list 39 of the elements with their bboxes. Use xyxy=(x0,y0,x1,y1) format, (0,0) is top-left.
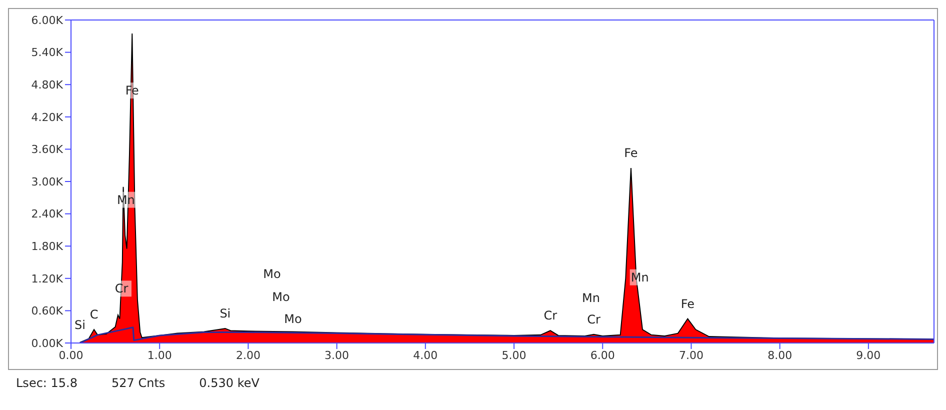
x-tick-label: 6.00 xyxy=(590,348,615,362)
x-tick-label: 7.00 xyxy=(678,348,704,362)
y-tick-label: 0.60K xyxy=(31,304,64,318)
annotation: Cr xyxy=(544,308,558,323)
x-tick-label: 9.00 xyxy=(856,348,881,362)
annotation: Mn xyxy=(582,291,600,305)
y-tick-label: 3.60K xyxy=(31,143,64,156)
y-tick-label: 1.20K xyxy=(31,272,64,286)
text: 0.530 keV xyxy=(199,376,260,390)
y-tick-label: 6.00K xyxy=(31,14,64,27)
y-tick-label: 3.00K xyxy=(31,175,64,188)
annotation: Fe xyxy=(624,146,638,160)
annotation: Mn xyxy=(116,192,135,207)
annotation: Mn xyxy=(630,270,649,284)
annotation: Fe xyxy=(125,84,139,98)
annotation: Si xyxy=(220,306,231,320)
y-tick-label: 0.00K xyxy=(31,336,64,350)
annotation: Mo xyxy=(272,290,290,304)
y-tick-label: 4.20K xyxy=(31,110,64,124)
annotation: Cr xyxy=(114,282,128,296)
y-tick-label: 1.80K xyxy=(31,240,64,254)
y-tick-label: 5.40K xyxy=(31,46,64,60)
x-tick-label: 3.00 xyxy=(324,348,350,362)
annotation: Mo xyxy=(263,267,281,281)
text: Lsec: 15.8 xyxy=(16,376,78,390)
annotation: Si xyxy=(74,318,86,332)
x-tick-label: 1.00 xyxy=(147,348,172,362)
annotation: Fe xyxy=(680,296,694,311)
x-tick-label: 4.00 xyxy=(413,348,438,362)
text: 527 Cnts xyxy=(112,376,166,390)
x-tick-label: 5.00 xyxy=(502,348,526,362)
x-tick-label: 8.00 xyxy=(768,348,792,362)
y-tick-label: 4.80K xyxy=(31,78,64,92)
annotation: C xyxy=(90,308,98,322)
annotation: Cr xyxy=(587,312,600,326)
x-tick-label: 2.00 xyxy=(236,348,260,362)
x-tick-label: 0.00 xyxy=(58,348,84,362)
y-tick-label: 2.40K xyxy=(31,208,64,221)
annotation: Mo xyxy=(284,312,302,326)
